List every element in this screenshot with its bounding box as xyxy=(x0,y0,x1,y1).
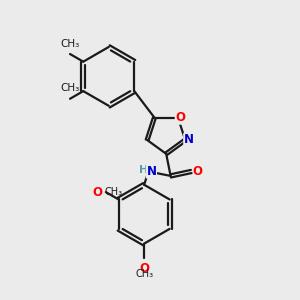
Text: O: O xyxy=(193,165,203,178)
Text: CH₃: CH₃ xyxy=(60,39,80,49)
Text: CH₃: CH₃ xyxy=(135,269,153,279)
Text: N: N xyxy=(146,165,157,178)
Text: O: O xyxy=(139,262,149,275)
Text: N: N xyxy=(184,134,194,146)
Text: CH₃: CH₃ xyxy=(104,187,122,197)
Text: H: H xyxy=(139,165,148,175)
Text: CH₃: CH₃ xyxy=(60,83,80,94)
Text: O: O xyxy=(175,111,185,124)
Text: O: O xyxy=(92,186,102,199)
